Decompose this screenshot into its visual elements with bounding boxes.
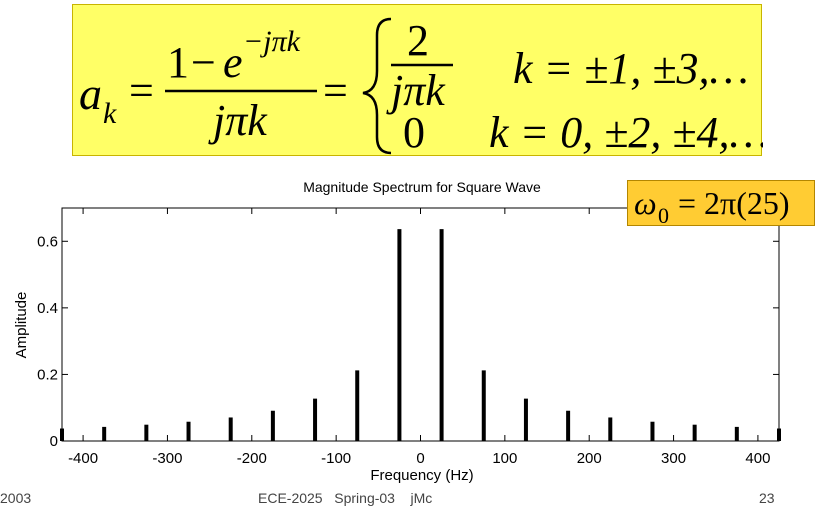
- y-tick-label: 0: [50, 433, 58, 450]
- formula-eq-2: =: [323, 66, 348, 115]
- x-tick-label: 0: [416, 450, 424, 467]
- formula-num-minus: −: [191, 38, 216, 87]
- formula-brace: [362, 17, 392, 155]
- x-tick-label: 400: [745, 450, 770, 467]
- omega-symbol: ω: [634, 185, 657, 221]
- formula-svg: a k = 1 − e −jπk jπk = 2 jπk k = ±1, ±3,…: [79, 16, 769, 157]
- x-tick-label: -300: [152, 450, 182, 467]
- x-tick-label: -200: [237, 450, 267, 467]
- x-axis-label: Frequency (Hz): [370, 467, 473, 484]
- formula-denominator: jπk: [208, 96, 268, 145]
- omega-rhs: = 2π(25): [678, 185, 790, 221]
- y-tick-label: 0.4: [37, 300, 58, 317]
- formula-lhs-sub: k: [103, 97, 117, 130]
- x-tick-label: -400: [68, 450, 98, 467]
- y-tick-label: 0.2: [37, 366, 58, 383]
- omega-subscript: 0: [658, 203, 669, 227]
- y-tick-label: 0.6: [37, 233, 58, 250]
- plot-area-frame: [61, 207, 780, 442]
- x-tick-label: 200: [577, 450, 602, 467]
- x-tick-label: 100: [492, 450, 517, 467]
- formula-num-const: 1: [167, 38, 189, 87]
- spectrum-stems: [60, 229, 781, 441]
- formula-lhs: a: [79, 68, 102, 119]
- omega-svg: ω 0 = 2π(25): [634, 185, 790, 228]
- formula-num-exp-base: e: [223, 38, 243, 87]
- omega-annotation: ω 0 = 2π(25): [627, 180, 815, 228]
- x-tick-label: -100: [321, 450, 351, 467]
- footer-left: 2003: [0, 490, 32, 506]
- footer-center: ECE-2025 Spring-03 jMc: [258, 490, 433, 506]
- chart-title: Magnitude Spectrum for Square Wave: [303, 179, 541, 195]
- formula-box: a k = 1 − e −jπk jπk = 2 jπk k = ±1, ±3,…: [72, 4, 769, 157]
- formula-case1-denominator: jπk: [386, 66, 446, 115]
- x-tick-label: 300: [661, 450, 686, 467]
- y-axis: 0 0.2 0.4 0.6: [37, 233, 779, 450]
- formula-case2-value: 0: [403, 108, 425, 157]
- formula-eq-1: =: [129, 66, 154, 115]
- formula-num-exponent: −jπk: [243, 25, 301, 58]
- y-axis-label: Amplitude: [13, 292, 30, 359]
- formula-case1-condition: k = ±1, ±3,…: [513, 44, 749, 93]
- footer-page-number: 23: [759, 490, 775, 506]
- formula-case2-condition: k = 0, ±2, ±4,…: [489, 108, 763, 157]
- formula-case1-numerator: 2: [407, 16, 429, 65]
- x-axis: -400 -300 -200 -100 0 100 200 300 400: [68, 208, 770, 467]
